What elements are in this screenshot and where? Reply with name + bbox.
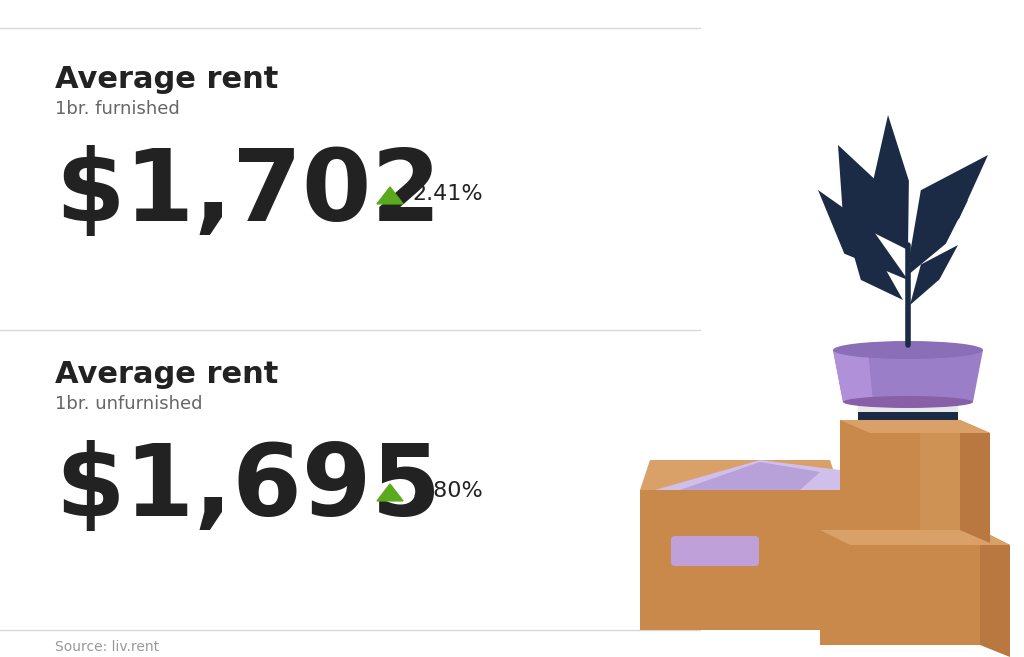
Polygon shape: [848, 235, 903, 300]
Polygon shape: [640, 460, 840, 490]
Text: 1br. furnished: 1br. furnished: [55, 100, 180, 118]
Polygon shape: [840, 420, 990, 433]
Ellipse shape: [833, 341, 983, 359]
Polygon shape: [840, 490, 880, 645]
Polygon shape: [820, 530, 980, 645]
Polygon shape: [640, 460, 840, 490]
Polygon shape: [908, 155, 988, 265]
Ellipse shape: [843, 396, 973, 408]
Polygon shape: [377, 187, 403, 204]
Text: 3.80%: 3.80%: [412, 481, 482, 501]
Text: Source: liv.rent: Source: liv.rent: [55, 640, 159, 654]
Polygon shape: [377, 484, 403, 501]
Polygon shape: [833, 350, 983, 402]
Polygon shape: [910, 245, 958, 305]
Text: Average rent: Average rent: [55, 360, 279, 389]
Polygon shape: [818, 190, 908, 280]
Polygon shape: [833, 350, 873, 402]
Polygon shape: [840, 420, 961, 530]
Text: $1,702: $1,702: [55, 145, 441, 242]
Polygon shape: [640, 490, 840, 630]
Polygon shape: [908, 200, 968, 275]
Text: Average rent: Average rent: [55, 65, 279, 94]
Polygon shape: [858, 406, 958, 412]
Polygon shape: [980, 530, 1010, 657]
Polygon shape: [838, 145, 908, 250]
Polygon shape: [820, 530, 1010, 545]
Polygon shape: [680, 462, 820, 490]
Text: 2.41%: 2.41%: [412, 184, 482, 204]
Polygon shape: [961, 420, 990, 543]
Polygon shape: [920, 420, 961, 530]
FancyBboxPatch shape: [671, 536, 759, 566]
Text: $1,695: $1,695: [55, 440, 441, 537]
Polygon shape: [858, 400, 958, 406]
Text: 1br. unfurnished: 1br. unfurnished: [55, 395, 203, 413]
Polygon shape: [871, 115, 909, 250]
Polygon shape: [858, 412, 958, 420]
